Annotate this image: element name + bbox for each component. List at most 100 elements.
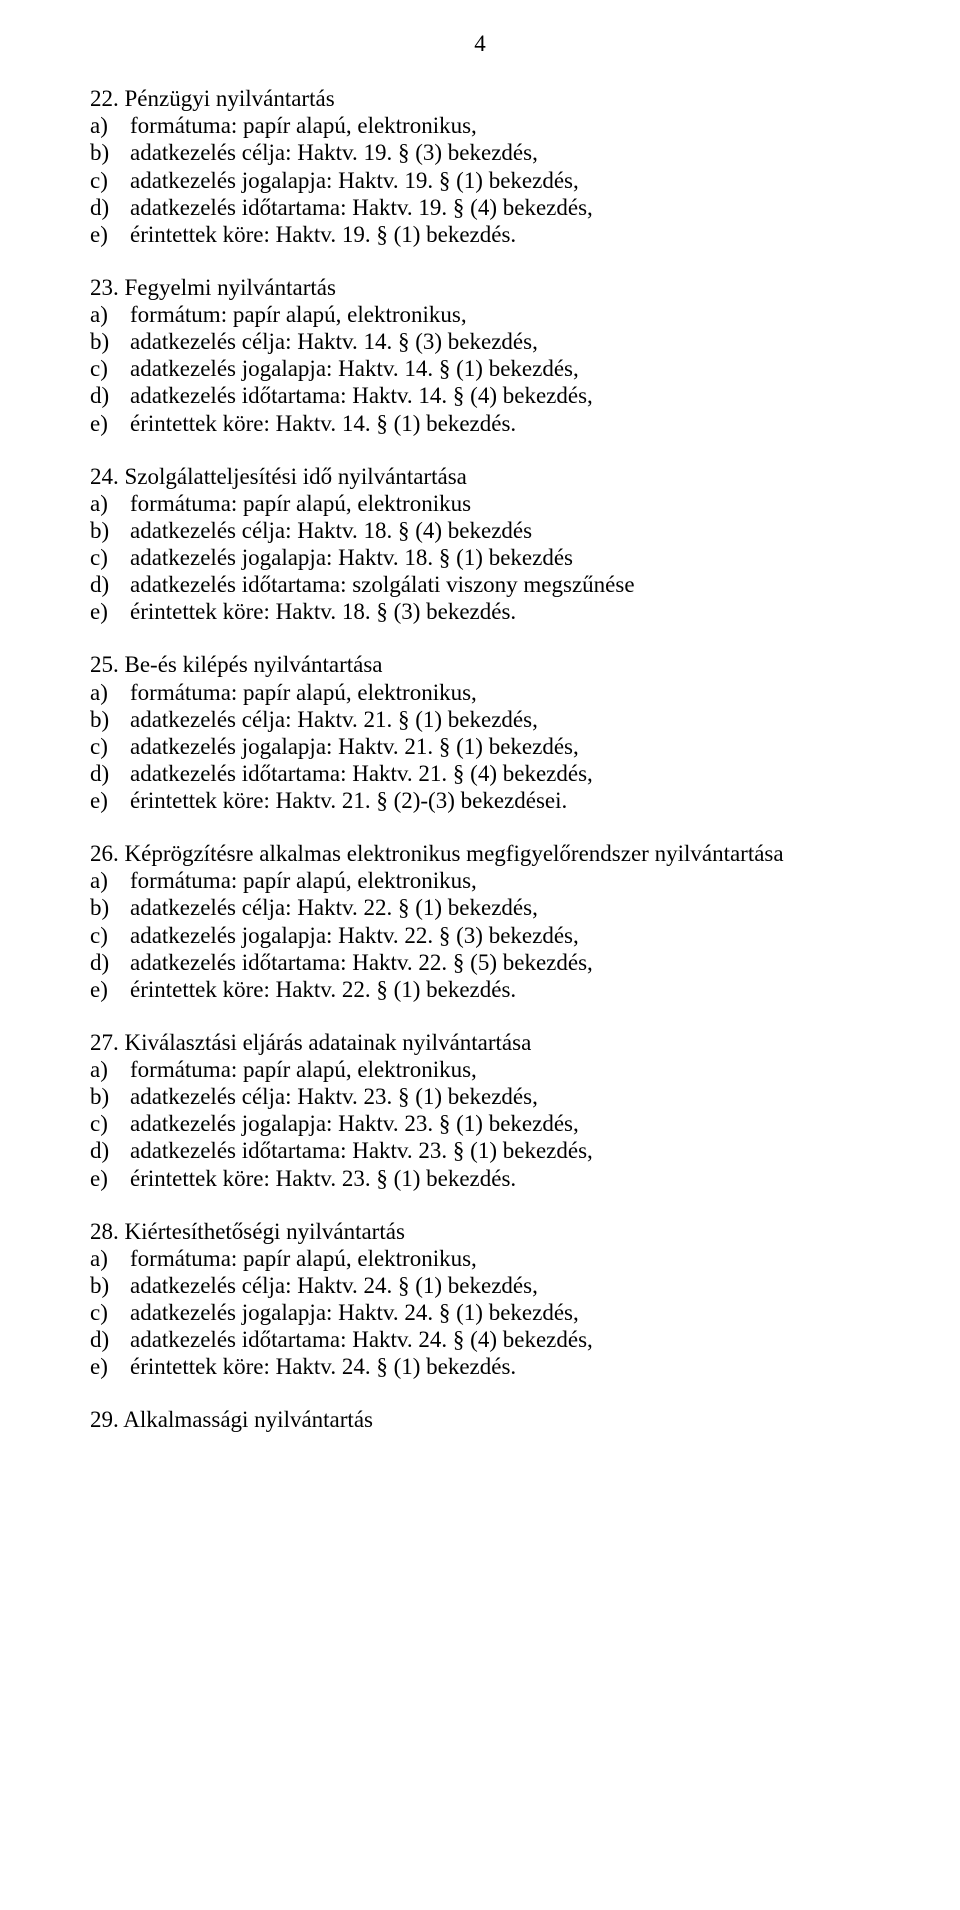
item-letter: c) — [90, 544, 130, 571]
trailing-section: 29. Alkalmassági nyilvántartás — [90, 1406, 870, 1433]
item-text: adatkezelés időtartama: szolgálati viszo… — [130, 571, 870, 598]
item-letter: d) — [90, 949, 130, 976]
list-item: d)adatkezelés időtartama: Haktv. 24. § (… — [90, 1326, 870, 1353]
item-text: érintettek köre: Haktv. 22. § (1) bekezd… — [130, 976, 870, 1003]
section-title: 27. Kiválasztási eljárás adatainak nyilv… — [90, 1029, 870, 1056]
item-text: érintettek köre: Haktv. 19. § (1) bekezd… — [130, 221, 870, 248]
section: 26. Képrögzítésre alkalmas elektronikus … — [90, 840, 870, 1003]
list-item: b)adatkezelés célja: Haktv. 21. § (1) be… — [90, 706, 870, 733]
item-text: érintettek köre: Haktv. 18. § (3) bekezd… — [130, 598, 870, 625]
section-title: 28. Kiértesíthetőségi nyilvántartás — [90, 1218, 870, 1245]
item-letter: a) — [90, 679, 130, 706]
item-text: érintettek köre: Haktv. 23. § (1) bekezd… — [130, 1165, 870, 1192]
item-text: adatkezelés jogalapja: Haktv. 21. § (1) … — [130, 733, 870, 760]
list-item: d)adatkezelés időtartama: szolgálati vis… — [90, 571, 870, 598]
item-text: adatkezelés jogalapja: Haktv. 18. § (1) … — [130, 544, 870, 571]
item-text: adatkezelés célja: Haktv. 24. § (1) beke… — [130, 1272, 870, 1299]
sections-container: 22. Pénzügyi nyilvántartása)formátuma: p… — [90, 85, 870, 1380]
item-text: érintettek köre: Haktv. 14. § (1) bekezd… — [130, 410, 870, 437]
list-item: c)adatkezelés jogalapja: Haktv. 18. § (1… — [90, 544, 870, 571]
section-title: 25. Be-és kilépés nyilvántartása — [90, 651, 870, 678]
item-letter: a) — [90, 490, 130, 517]
list-item: e)érintettek köre: Haktv. 14. § (1) beke… — [90, 410, 870, 437]
item-text: formátuma: papír alapú, elektronikus, — [130, 867, 870, 894]
item-letter: c) — [90, 355, 130, 382]
item-text: adatkezelés jogalapja: Haktv. 22. § (3) … — [130, 922, 870, 949]
item-text: adatkezelés időtartama: Haktv. 19. § (4)… — [130, 194, 870, 221]
item-text: adatkezelés időtartama: Haktv. 23. § (1)… — [130, 1137, 870, 1164]
list-item: d)adatkezelés időtartama: Haktv. 23. § (… — [90, 1137, 870, 1164]
list-item: d)adatkezelés időtartama: Haktv. 22. § (… — [90, 949, 870, 976]
item-letter: b) — [90, 1272, 130, 1299]
section-title: 26. Képrögzítésre alkalmas elektronikus … — [90, 840, 870, 867]
item-letter: a) — [90, 1245, 130, 1272]
list-item: e)érintettek köre: Haktv. 18. § (3) beke… — [90, 598, 870, 625]
item-letter: e) — [90, 598, 130, 625]
list-item: d)adatkezelés időtartama: Haktv. 19. § (… — [90, 194, 870, 221]
item-letter: c) — [90, 167, 130, 194]
item-text: adatkezelés jogalapja: Haktv. 14. § (1) … — [130, 355, 870, 382]
list-item: e)érintettek köre: Haktv. 21. § (2)-(3) … — [90, 787, 870, 814]
item-text: formátuma: papír alapú, elektronikus, — [130, 1245, 870, 1272]
item-letter: c) — [90, 922, 130, 949]
list-item: e)érintettek köre: Haktv. 24. § (1) beke… — [90, 1353, 870, 1380]
item-letter: d) — [90, 1137, 130, 1164]
list-item: b)adatkezelés célja: Haktv. 22. § (1) be… — [90, 894, 870, 921]
list-item: b)adatkezelés célja: Haktv. 24. § (1) be… — [90, 1272, 870, 1299]
list-item: c)adatkezelés jogalapja: Haktv. 24. § (1… — [90, 1299, 870, 1326]
item-text: adatkezelés célja: Haktv. 19. § (3) beke… — [130, 139, 870, 166]
list-item: e)érintettek köre: Haktv. 23. § (1) beke… — [90, 1165, 870, 1192]
section: 25. Be-és kilépés nyilvántartásaa)formát… — [90, 651, 870, 814]
item-letter: a) — [90, 112, 130, 139]
item-letter: e) — [90, 221, 130, 248]
item-text: formátuma: papír alapú, elektronikus, — [130, 679, 870, 706]
item-letter: a) — [90, 867, 130, 894]
list-item: c)adatkezelés jogalapja: Haktv. 19. § (1… — [90, 167, 870, 194]
list-item: a)formátuma: papír alapú, elektronikus — [90, 490, 870, 517]
item-letter: b) — [90, 328, 130, 355]
list-item: d)adatkezelés időtartama: Haktv. 14. § (… — [90, 382, 870, 409]
item-text: érintettek köre: Haktv. 24. § (1) bekezd… — [130, 1353, 870, 1380]
item-letter: c) — [90, 1110, 130, 1137]
section-title: 22. Pénzügyi nyilvántartás — [90, 85, 870, 112]
list-item: e)érintettek köre: Haktv. 19. § (1) beke… — [90, 221, 870, 248]
list-item: a)formátuma: papír alapú, elektronikus, — [90, 867, 870, 894]
section-title: 24. Szolgálatteljesítési idő nyilvántart… — [90, 463, 870, 490]
item-text: adatkezelés célja: Haktv. 23. § (1) beke… — [130, 1083, 870, 1110]
item-text: adatkezelés célja: Haktv. 22. § (1) beke… — [130, 894, 870, 921]
item-letter: b) — [90, 517, 130, 544]
section-title: 23. Fegyelmi nyilvántartás — [90, 274, 870, 301]
item-letter: e) — [90, 410, 130, 437]
item-letter: e) — [90, 1165, 130, 1192]
list-item: b)adatkezelés célja: Haktv. 14. § (3) be… — [90, 328, 870, 355]
item-text: formátuma: papír alapú, elektronikus — [130, 490, 870, 517]
item-text: adatkezelés jogalapja: Haktv. 24. § (1) … — [130, 1299, 870, 1326]
item-letter: b) — [90, 1083, 130, 1110]
item-letter: d) — [90, 1326, 130, 1353]
item-letter: c) — [90, 733, 130, 760]
item-text: adatkezelés célja: Haktv. 18. § (4) beke… — [130, 517, 870, 544]
item-letter: d) — [90, 194, 130, 221]
item-letter: d) — [90, 571, 130, 598]
section: 24. Szolgálatteljesítési idő nyilvántart… — [90, 463, 870, 626]
item-text: adatkezelés időtartama: Haktv. 24. § (4)… — [130, 1326, 870, 1353]
list-item: e)érintettek köre: Haktv. 22. § (1) beke… — [90, 976, 870, 1003]
list-item: b)adatkezelés célja: Haktv. 23. § (1) be… — [90, 1083, 870, 1110]
item-text: adatkezelés időtartama: Haktv. 21. § (4)… — [130, 760, 870, 787]
item-letter: b) — [90, 706, 130, 733]
section-title: 29. Alkalmassági nyilvántartás — [90, 1406, 870, 1433]
list-item: a)formátuma: papír alapú, elektronikus, — [90, 1245, 870, 1272]
item-text: formátum: papír alapú, elektronikus, — [130, 301, 870, 328]
item-letter: b) — [90, 894, 130, 921]
item-text: formátuma: papír alapú, elektronikus, — [130, 112, 870, 139]
list-item: a)formátum: papír alapú, elektronikus, — [90, 301, 870, 328]
item-letter: c) — [90, 1299, 130, 1326]
item-letter: d) — [90, 760, 130, 787]
item-text: adatkezelés célja: Haktv. 14. § (3) beke… — [130, 328, 870, 355]
item-text: érintettek köre: Haktv. 21. § (2)-(3) be… — [130, 787, 870, 814]
list-item: c)adatkezelés jogalapja: Haktv. 23. § (1… — [90, 1110, 870, 1137]
item-text: adatkezelés célja: Haktv. 21. § (1) beke… — [130, 706, 870, 733]
section: 22. Pénzügyi nyilvántartása)formátuma: p… — [90, 85, 870, 248]
item-letter: d) — [90, 382, 130, 409]
item-text: adatkezelés jogalapja: Haktv. 19. § (1) … — [130, 167, 870, 194]
